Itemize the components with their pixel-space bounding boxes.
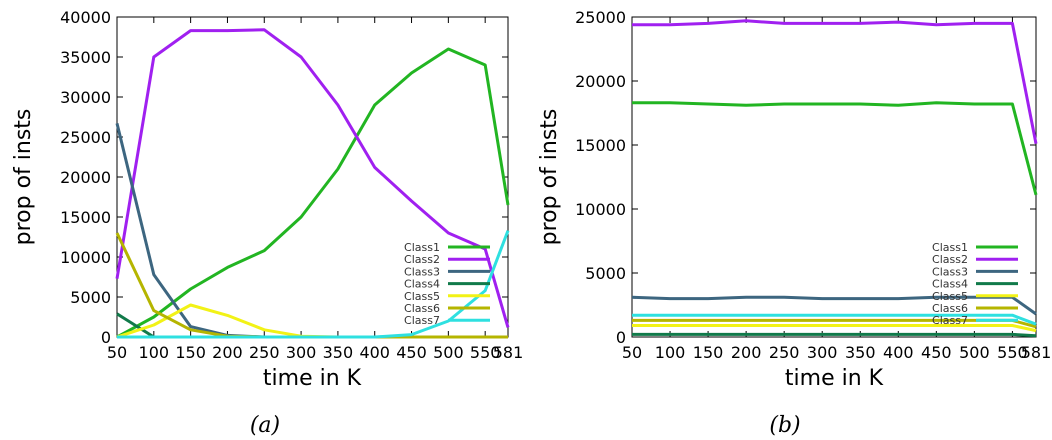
y-tick-label: 35000 — [60, 48, 111, 67]
y-tick-label: 10000 — [575, 200, 626, 219]
legend-label: Class6 — [404, 302, 440, 315]
y-tick-label: 15000 — [60, 208, 111, 227]
x-tick-label: 450 — [921, 343, 952, 362]
x-tick-label: 550 — [470, 343, 501, 362]
y-axis-label: prop of insts — [11, 109, 36, 246]
y-tick-label: 0 — [616, 328, 626, 347]
legend-label: Class1 — [932, 241, 968, 254]
legend-label: Class5 — [932, 290, 968, 303]
series-line-class4 — [116, 312, 508, 339]
x-tick-label: 250 — [249, 343, 280, 362]
x-axis-label: time in K — [785, 366, 884, 391]
legend-label: Class4 — [932, 278, 968, 291]
x-tick-label: 581 — [493, 343, 524, 362]
y-tick-label: 30000 — [60, 88, 111, 107]
legend-label: Class4 — [404, 278, 440, 291]
plot-frame — [631, 16, 1037, 338]
series-line-class4 — [632, 332, 1037, 338]
chart-b: 0 5000 10000 15000 20000 25000 50 100 150 200 250 3… — [537, 8, 1051, 438]
y-tick-label: 25000 — [575, 8, 626, 27]
series-line-class7 — [117, 230, 510, 339]
x-axis-label: time in K — [263, 366, 362, 391]
legend-label: Class5 — [404, 290, 440, 303]
series-line-class3 — [115, 123, 508, 339]
legend-label: Class2 — [404, 253, 440, 266]
x-tick-label: 200 — [212, 343, 243, 362]
x-tick-label: 200 — [731, 343, 762, 362]
series-line-class1 — [116, 47, 510, 339]
x-tick-label: 50 — [622, 343, 642, 362]
legend-label: Class1 — [404, 241, 440, 254]
figure-caption: (a) — [250, 413, 280, 438]
legend-label: Class3 — [932, 265, 968, 278]
y-tick-label: 10000 — [60, 248, 111, 267]
x-tick-label: 100 — [139, 343, 170, 362]
chart-a: 0 5000 10000 15000 20000 25000 30000 35000 40000… — [11, 8, 523, 438]
y-axis-label: prop of insts — [537, 109, 562, 246]
series-line-class1 — [632, 101, 1038, 196]
series-line-class5 — [632, 324, 1037, 333]
x-tick-label: 500 — [959, 343, 990, 362]
x-tick-label: 150 — [175, 343, 206, 362]
figure-caption: (b) — [769, 413, 800, 438]
series-line-class2 — [115, 28, 510, 328]
series-line-class7 — [632, 313, 1037, 326]
y-tick-label: 40000 — [60, 8, 111, 27]
y-tick-label: 0 — [101, 328, 111, 347]
x-tick-label: 300 — [807, 343, 838, 362]
legend-label: Class7 — [404, 314, 440, 327]
x-tick-label: 50 — [107, 343, 127, 362]
y-tick-label: 5000 — [70, 288, 111, 307]
x-tick-label: 100 — [655, 343, 686, 362]
x-tick-label: 500 — [433, 343, 464, 362]
legend-label: Class6 — [932, 302, 968, 315]
legend-label: Class7 — [932, 314, 968, 327]
legend-label: Class2 — [932, 253, 968, 266]
x-tick-label: 550 — [997, 343, 1028, 362]
plot-frame — [116, 16, 509, 338]
y-tick-label: 15000 — [575, 136, 626, 155]
x-tick-label: 581 — [1021, 343, 1052, 362]
x-tick-label: 350 — [323, 343, 354, 362]
series-line-class2 — [632, 19, 1038, 144]
x-tick-label: 400 — [883, 343, 914, 362]
x-tick-label: 150 — [693, 343, 724, 362]
legend-label: Class3 — [404, 265, 440, 278]
series-line-class3 — [631, 295, 1037, 316]
x-tick-label: 450 — [396, 343, 427, 362]
x-tick-label: 300 — [286, 343, 317, 362]
y-tick-label: 20000 — [60, 168, 111, 187]
x-tick-label: 250 — [769, 343, 800, 362]
x-tick-label: 350 — [845, 343, 876, 362]
y-tick-label: 25000 — [60, 128, 111, 147]
y-tick-label: 20000 — [575, 72, 626, 91]
x-tick-label: 400 — [359, 343, 390, 362]
y-tick-label: 5000 — [585, 264, 626, 283]
